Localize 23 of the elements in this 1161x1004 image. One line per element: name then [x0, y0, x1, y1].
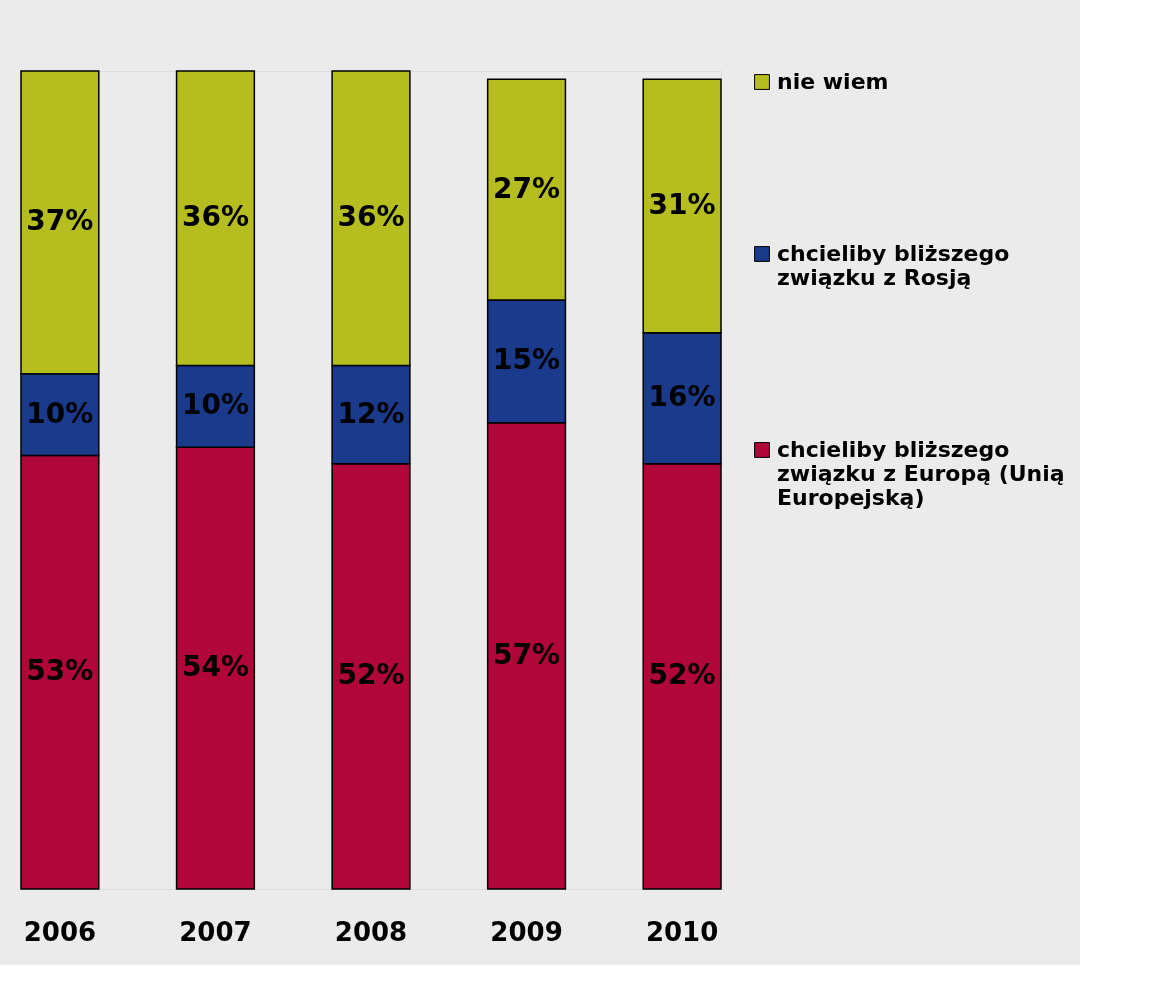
- data-label: 31%: [648, 187, 716, 221]
- data-label: 37%: [26, 204, 94, 238]
- legend-label: chcieliby bliższego związku z Europą (Unią Europejską): [777, 437, 1065, 510]
- data-label: 36%: [181, 200, 249, 234]
- data-label: 36%: [337, 200, 405, 234]
- data-label: 53%: [26, 654, 94, 688]
- legend-label: chcieliby bliższego związku z Rosją: [777, 241, 1010, 290]
- data-label: 15%: [493, 343, 561, 377]
- x-tick-label: 2006: [23, 916, 97, 947]
- data-label: 57%: [493, 637, 561, 671]
- x-tick-label: 2009: [490, 916, 563, 947]
- data-label: 27%: [493, 171, 561, 205]
- data-label: 10%: [181, 388, 249, 422]
- x-tick-label: 2007: [179, 916, 252, 947]
- data-label: 54%: [181, 650, 249, 684]
- legend-label: nie wiem: [777, 69, 889, 94]
- x-tick-label: 2010: [645, 916, 719, 947]
- data-label: 16%: [648, 380, 716, 414]
- data-label: 52%: [648, 658, 716, 692]
- x-tick-label: 2008: [334, 916, 408, 947]
- data-label: 12%: [337, 396, 405, 430]
- data-label: 10%: [26, 396, 94, 430]
- data-label: 52%: [337, 658, 405, 692]
